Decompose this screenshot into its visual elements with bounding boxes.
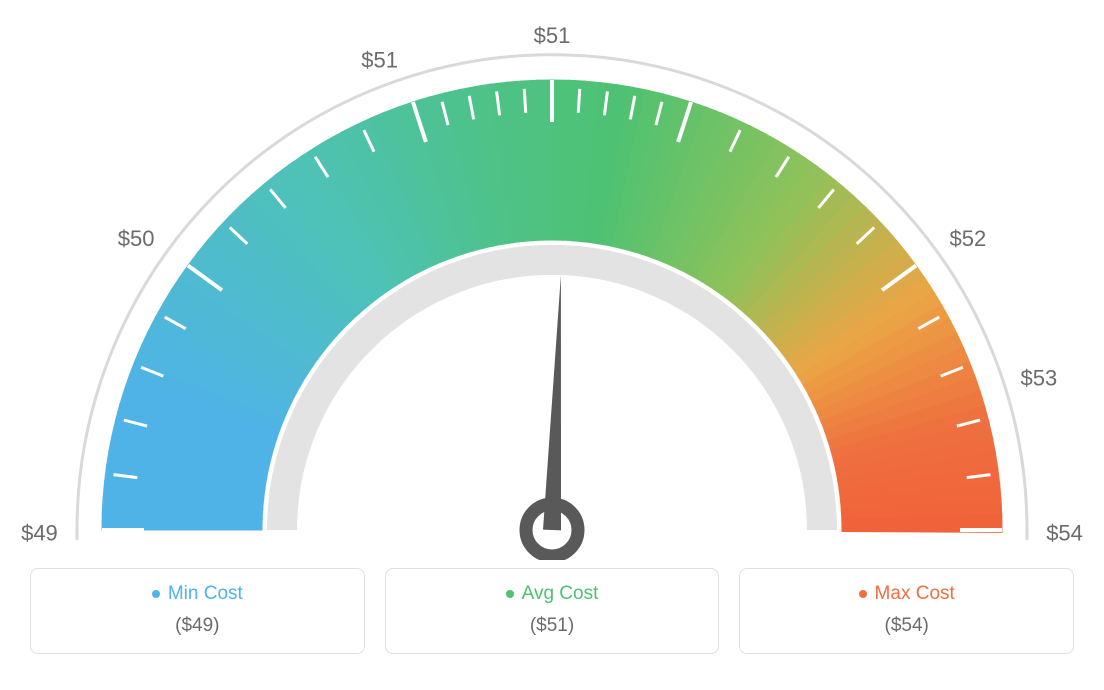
legend-dot <box>506 590 514 598</box>
legend-row: Min Cost ($49) Avg Cost ($51) Max Cost ($54) <box>0 568 1104 654</box>
gauge-needle <box>543 275 561 530</box>
gauge-tick-label: $50 <box>118 226 155 251</box>
legend-card: Min Cost ($49) <box>30 568 365 654</box>
legend-value: ($54) <box>750 615 1063 637</box>
gauge-chart: $49 $50 $51 $51 $52 $54 $53 <box>0 0 1104 560</box>
legend-label-row: Min Cost <box>41 583 354 605</box>
gauge-tick-label: $52 <box>949 226 986 251</box>
legend-label: Max Cost <box>875 583 955 605</box>
legend-label-row: Avg Cost <box>396 583 709 605</box>
legend-label-row: Max Cost <box>750 583 1063 605</box>
legend-card: Avg Cost ($51) <box>385 568 720 654</box>
gauge-svg: $49 $50 $51 $51 $52 $54 $53 <box>0 0 1104 560</box>
legend-card: Max Cost ($54) <box>739 568 1074 654</box>
legend-dot <box>859 590 867 598</box>
gauge-tick-label: $51 <box>361 47 398 72</box>
gauge-tick-label: $49 <box>21 521 58 546</box>
legend-value: ($49) <box>41 615 354 637</box>
legend-label: Min Cost <box>168 583 243 605</box>
gauge-tick-label: $51 <box>534 23 571 48</box>
gauge-tick-label: $53 <box>1021 365 1058 390</box>
legend-value: ($51) <box>396 615 709 637</box>
gauge-tick-label: $54 <box>1046 521 1083 546</box>
legend-label: Avg Cost <box>522 583 599 605</box>
legend-dot <box>152 590 160 598</box>
